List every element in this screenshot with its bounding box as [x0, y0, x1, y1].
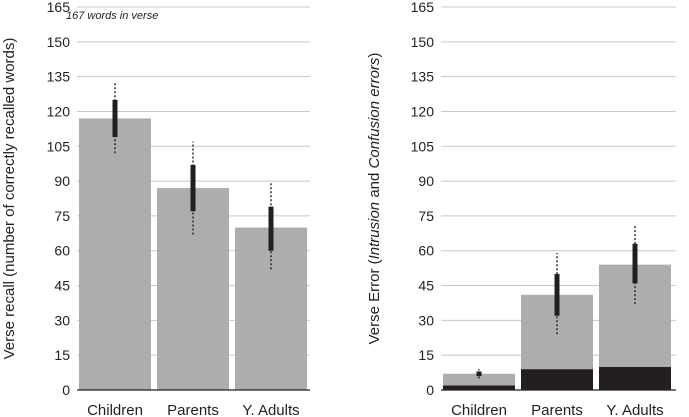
- y-axis-title: Verse Error (Intrusion and Confusion err…: [366, 53, 383, 345]
- bar-y-adults-0: [599, 366, 671, 390]
- y-tick-label: 135: [47, 69, 71, 85]
- x-category-label: Y. Adults: [242, 402, 299, 417]
- y-tick-label: 105: [411, 138, 435, 154]
- y-axis-title-part: and: [366, 168, 383, 201]
- y-tick-label: 0: [426, 382, 434, 398]
- y-tick-label: 120: [411, 103, 435, 119]
- y-tick-label: 105: [47, 138, 71, 154]
- x-category-label: Children: [87, 402, 143, 417]
- bar-children-1: [443, 373, 515, 386]
- chart-annotation: 167 words in verse: [66, 10, 158, 22]
- y-axis-title-part: ): [366, 53, 383, 58]
- y-tick-label: 0: [62, 382, 70, 398]
- y-tick-label: 120: [47, 103, 71, 119]
- y-tick-label: 30: [54, 312, 70, 328]
- y-axis-title-part: Verse Error (: [366, 259, 383, 344]
- chart-verse-recall: 0 15 30 45 60 75 90 105 120 135 150 165 Children Pare…: [1, 0, 310, 417]
- y-tick-label: 90: [54, 173, 70, 189]
- y-tick-label: 135: [411, 69, 435, 85]
- y-tick-label: 75: [54, 208, 70, 224]
- y-axis-title: Verse recall (number of correctly recall…: [1, 38, 18, 360]
- y-tick-label: 15: [418, 347, 434, 363]
- bar-children-0: [79, 118, 151, 390]
- x-category-label: Parents: [531, 402, 583, 417]
- y-tick-label: 60: [418, 243, 434, 259]
- y-tick-label: 45: [418, 278, 434, 294]
- y-tick-label: 15: [54, 347, 70, 363]
- x-category-label: Parents: [167, 402, 219, 417]
- y-tick-label: 150: [411, 34, 435, 50]
- y-tick-label: 45: [54, 278, 70, 294]
- x-category-label: Y. Adults: [606, 402, 663, 417]
- y-tick-label: 165: [47, 0, 71, 15]
- bar-y-adults-0: [235, 227, 307, 390]
- y-tick-label: 90: [418, 173, 434, 189]
- y-tick-label: 150: [47, 34, 71, 50]
- y-axis-title-part: Intrusion: [366, 202, 383, 260]
- bar-children-0: [443, 385, 515, 390]
- y-tick-label: 30: [418, 312, 434, 328]
- y-tick-label: 75: [418, 208, 434, 224]
- y-tick-label: 165: [411, 0, 435, 15]
- bar-parents-0: [521, 369, 593, 390]
- chart-verse-error: 0 15 30 45 60 75 90 105 120 135 150 165 Children Pare…: [366, 0, 676, 417]
- x-category-label: Children: [451, 402, 507, 417]
- y-axis-title-part: Confusion errors: [366, 57, 383, 168]
- y-tick-label: 60: [54, 243, 70, 259]
